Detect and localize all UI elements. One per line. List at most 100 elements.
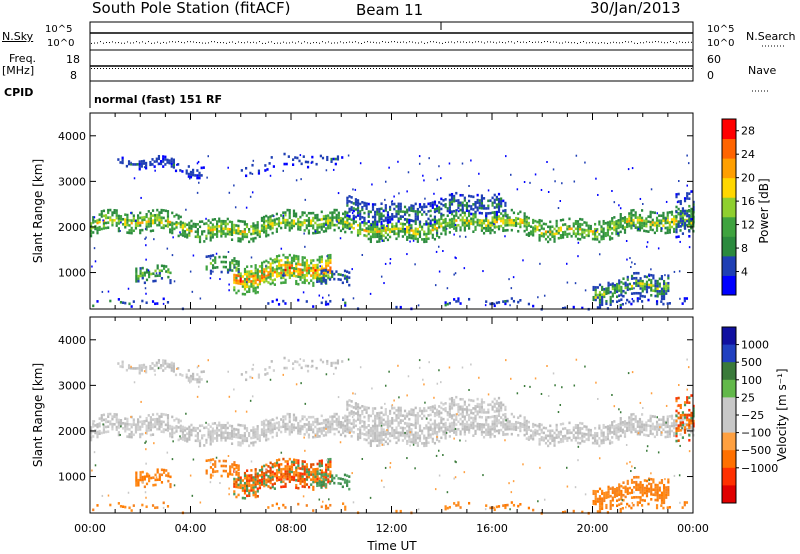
power-cell <box>259 235 261 238</box>
velocity-cell <box>326 362 328 365</box>
power-cell <box>385 217 387 220</box>
nsearch-dot <box>322 41 323 42</box>
power-cell <box>314 222 316 225</box>
power-cell <box>504 222 506 225</box>
power-cell <box>627 283 629 286</box>
power-cell <box>148 210 150 213</box>
nsearch-dot <box>412 42 413 43</box>
velocity-cell <box>269 422 271 425</box>
power-cell <box>562 219 564 222</box>
velocity-cell <box>581 435 583 438</box>
velocity-cell <box>380 441 382 444</box>
velocity-cell <box>432 430 434 433</box>
power-scatter <box>665 218 667 220</box>
power-cell <box>282 216 284 219</box>
power-cell <box>434 238 436 241</box>
nsearch-dot <box>424 43 425 44</box>
velocity-cell <box>198 378 200 381</box>
power-scatter <box>595 178 597 180</box>
power-cell <box>363 234 365 237</box>
velocity-cell <box>494 420 496 423</box>
power-cell <box>440 208 442 211</box>
power-cell <box>342 223 344 226</box>
velocity-cell <box>560 441 562 444</box>
power-cell <box>263 278 265 281</box>
power-scatter <box>599 253 601 255</box>
velocity-cell <box>242 442 244 445</box>
power-cell <box>267 266 269 269</box>
nsearch-dot <box>271 41 272 42</box>
nave-dot <box>634 68 635 69</box>
power-cell <box>190 220 192 223</box>
nave-dot <box>340 68 341 69</box>
velocity-cell <box>276 422 278 425</box>
velocity-cell <box>297 427 299 430</box>
velocity-cell <box>628 416 630 419</box>
velocity-cell <box>276 427 278 430</box>
velocity-cell <box>166 365 168 368</box>
power-scatter <box>404 228 406 230</box>
velocity-cell <box>181 374 183 377</box>
velocity-cell <box>645 424 647 427</box>
power-cell <box>336 224 338 227</box>
velocity-cell <box>524 429 526 432</box>
velocity-cell <box>487 431 489 434</box>
nave-dot <box>193 68 194 69</box>
power-cell <box>146 279 148 282</box>
power-cell <box>436 205 438 208</box>
velocity-cell <box>620 417 622 420</box>
power-cell <box>613 216 615 219</box>
nave-dot <box>295 68 296 69</box>
nave-dot <box>652 68 653 69</box>
power-scatter <box>348 155 350 157</box>
power-cell <box>646 281 648 284</box>
velocity-cell <box>632 423 634 426</box>
power-cell <box>111 221 113 224</box>
velocity-cell <box>564 427 566 430</box>
nave-dot <box>163 68 164 69</box>
velocity-cell <box>141 425 143 428</box>
velocity-cell <box>154 423 156 426</box>
power-cell <box>214 218 216 221</box>
velocity-cell <box>203 370 205 373</box>
velocity-cell <box>374 435 376 438</box>
power-cell <box>337 273 339 276</box>
nave-dot <box>508 68 509 69</box>
power-cell <box>167 220 169 223</box>
power-cell <box>291 267 293 270</box>
power-cell <box>288 155 290 158</box>
nsearch-dot <box>430 41 431 42</box>
power-cell <box>675 226 677 229</box>
power-cell <box>506 229 508 232</box>
power-cell <box>440 198 442 201</box>
power-cell <box>94 220 96 223</box>
velocity-cell <box>650 425 652 428</box>
power-cell <box>585 224 587 227</box>
power-cell <box>365 227 367 230</box>
nsearch-dot <box>589 42 590 43</box>
power-cell <box>374 211 376 214</box>
velocity-cell <box>301 367 303 370</box>
velocity-cell <box>252 431 254 434</box>
power-cell <box>622 303 624 306</box>
power-cell <box>276 270 278 273</box>
velocity-cell <box>338 431 340 434</box>
power-cell <box>663 292 665 295</box>
velocity-cell <box>111 428 113 431</box>
power-cell <box>637 292 639 295</box>
power-cell <box>312 212 314 215</box>
nsearch-dot <box>466 42 467 43</box>
nave-dot <box>580 68 581 69</box>
velocity-cell <box>474 432 476 435</box>
power-cell <box>532 234 534 237</box>
power-scatter <box>409 241 411 243</box>
power-cell <box>378 215 380 218</box>
nsearch-dot <box>211 41 212 42</box>
velocity-cell <box>556 426 558 429</box>
nsearch-dot <box>190 41 191 42</box>
velocity-cell <box>639 428 641 431</box>
power-cell <box>432 229 434 232</box>
velocity-cell <box>118 419 120 422</box>
velocity-cell <box>239 434 241 437</box>
power-cell <box>146 213 148 216</box>
